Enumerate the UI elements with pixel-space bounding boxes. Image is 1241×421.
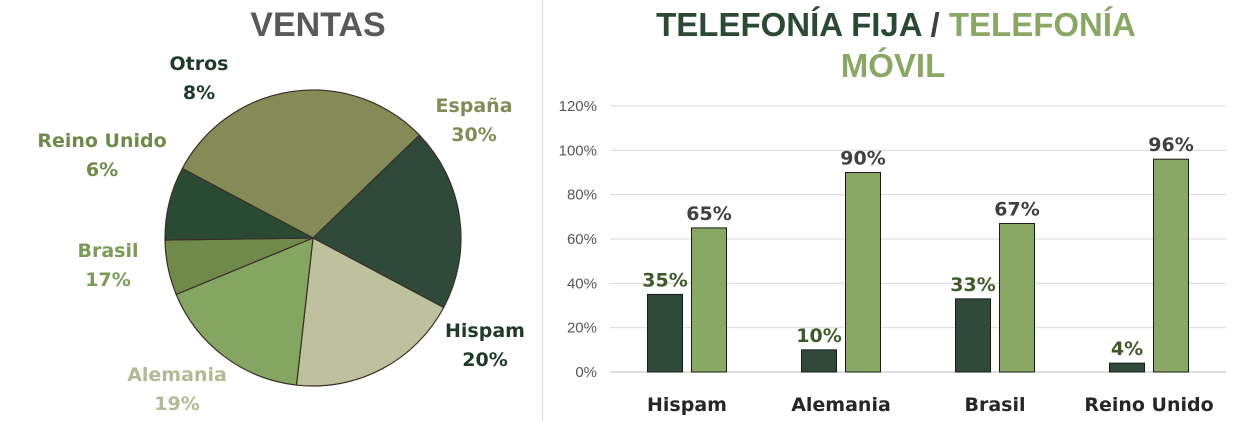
x-category-reino-unido: Reino Unido [1084,394,1213,416]
bar-chart-title-line1: TELEFONÍA FIJA / TELEFONÍA [656,6,1136,43]
y-tick-label: 80% [567,187,597,204]
y-tick-label: 0% [575,364,597,381]
y-tick-label: 120% [559,98,597,115]
pie-slice-espana [181,89,421,239]
bar-title-movil-1: TELEFONÍA [949,6,1136,43]
bar-brasil-fija [955,298,991,373]
bar-label-alemania-movil: 90% [840,148,885,170]
pie-slice-alemania [295,237,445,387]
pie-label-espana: España [435,95,512,117]
bar-brasil-movil [999,222,1035,373]
pie-pct-reino-unido: 6% [86,159,118,181]
pie-pct-alemania: 19% [154,393,199,415]
y-tick-label: 40% [567,275,597,292]
bar-reino-unido-fija [1109,362,1145,373]
pie-slice-hispam [311,134,462,309]
pie-pct-espana: 30% [451,124,496,146]
pie-chart-title: VENTAS [250,6,385,44]
y-tick-label: 60% [567,231,597,248]
pie-chart: VENTAS España 30% Hispam 20% Alemania 19% Bras… [37,6,525,415]
pie-pct-hispam: 20% [462,349,507,371]
bar-reino-unido-movil [1153,158,1189,373]
bar-hispam-movil [691,227,727,373]
chart-divider [542,0,543,421]
pie-label-reino-unido: Reino Unido [37,130,166,152]
bar-hispam-fija [647,293,683,373]
pie-label-brasil: Brasil [77,240,138,262]
bar-alemania-movil [845,172,881,373]
y-tick-label: 20% [567,320,597,337]
bar-label-hispam-fija: 35% [642,269,687,291]
y-tick-label: 100% [559,142,597,159]
bar-title-separator: / [921,6,949,43]
bar-label-brasil-fija: 33% [950,274,995,296]
pie-label-otros: Otros [170,53,229,75]
pie-label-hispam: Hispam [445,320,525,342]
bar-chart: TELEFONÍA FIJA / TELEFONÍA MÓVIL 0% 20% 40… [559,6,1226,416]
x-category-hispam: Hispam [647,394,727,416]
bar-label-brasil-movil: 67% [994,198,1039,220]
bar-label-hispam-movil: 65% [686,203,731,225]
pie-slice-otros [164,167,314,241]
bar-label-reino-unido-movil: 96% [1148,134,1193,156]
pie-pct-brasil: 17% [85,269,130,291]
x-category-brasil: Brasil [964,394,1025,416]
pie-pct-otros: 8% [183,82,215,104]
pie-label-alemania: Alemania [127,364,227,386]
bar-alemania-fija [801,349,837,373]
x-category-alemania: Alemania [791,394,891,416]
bar-title-movil-2: MÓVIL [841,47,946,84]
bar-label-alemania-fija: 10% [796,325,841,347]
bar-title-fija: TELEFONÍA FIJA [656,6,922,43]
bar-label-reino-unido-fija: 4% [1111,338,1143,360]
pie-slice-brasil [175,237,314,386]
